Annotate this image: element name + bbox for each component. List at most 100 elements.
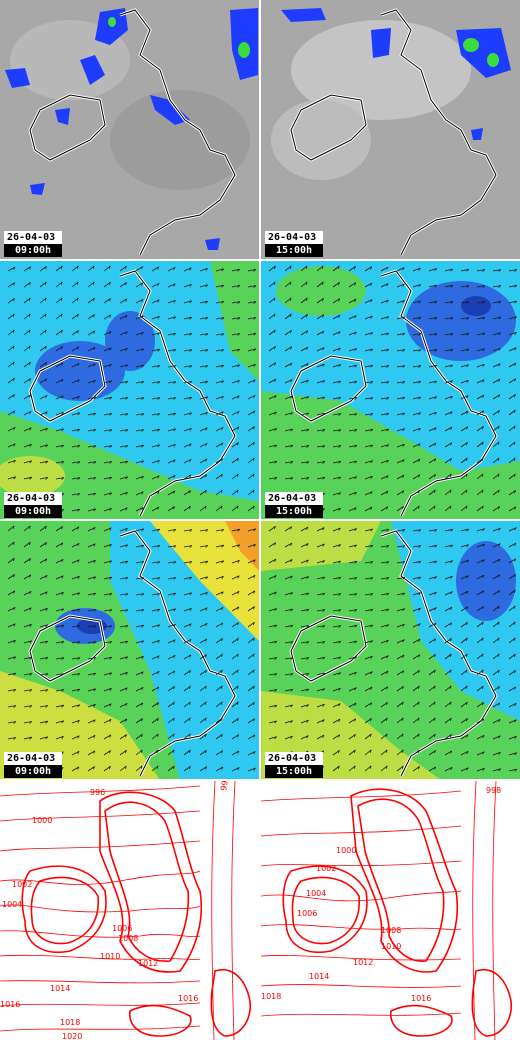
wind-arrow-icon — [300, 576, 309, 580]
isobar-label: 1018 — [261, 992, 281, 1001]
wind-arrow-icon — [508, 425, 516, 432]
wind-arrow-head — [157, 528, 161, 532]
wind-arrow-icon — [460, 606, 468, 612]
wind-arrow-head — [60, 281, 63, 285]
wind-arrow-head — [290, 412, 293, 416]
wind-arrow-icon — [23, 558, 31, 564]
wind-arrow-head — [514, 347, 517, 351]
wind-arrow-icon — [87, 592, 96, 596]
wind-arrow-icon — [39, 624, 48, 628]
timestamp: 26-04-03 09:00h — [4, 752, 62, 778]
wind-arrow-head — [93, 719, 96, 723]
wind-arrow-icon — [284, 412, 293, 416]
wind-arrow-icon — [7, 426, 16, 432]
wind-arrow-icon — [492, 347, 501, 352]
wind-arrow-head — [12, 377, 15, 382]
wind-arrow-head — [386, 490, 389, 494]
wind-arrow-head — [498, 285, 502, 288]
wind-arrow-head — [418, 381, 422, 384]
wind-arrow-head — [109, 641, 113, 644]
wind-arrow-icon — [508, 409, 516, 416]
wind-arrow-icon — [316, 543, 325, 548]
wind-arrow-head — [157, 593, 161, 596]
wind-arrow-head — [385, 765, 388, 769]
wind-arrow-head — [93, 576, 96, 580]
wind-arrow-head — [173, 381, 177, 384]
wind-arrow-icon — [428, 489, 436, 496]
wind-arrow-head — [125, 640, 129, 644]
wind-arrow-icon — [87, 281, 95, 288]
wind-arrow-icon — [23, 297, 31, 304]
wind-arrow-head — [274, 428, 277, 432]
wind-arrow-icon — [412, 349, 421, 352]
wind-arrow-head — [77, 445, 81, 448]
wind-arrow-icon — [332, 413, 341, 416]
wind-arrow-icon — [231, 606, 240, 612]
wind-arrow-icon — [55, 265, 63, 272]
wind-arrow-head — [76, 281, 79, 285]
wind-arrow-icon — [23, 607, 32, 612]
wind-arrow-icon — [23, 623, 32, 628]
wind-arrow-icon — [199, 560, 208, 564]
wind-arrow-icon — [199, 300, 208, 304]
wind-arrow-icon — [508, 621, 516, 628]
wind-arrow-icon — [23, 673, 32, 676]
wind-arrow-icon — [492, 394, 500, 400]
wind-arrow-head — [237, 622, 239, 626]
wind-arrow-head — [386, 639, 389, 643]
wind-arrow-icon — [183, 333, 192, 336]
wind-arrow-head — [93, 492, 97, 496]
wind-arrow-head — [465, 637, 468, 642]
wind-arrow-head — [290, 526, 293, 530]
wind-arrow-head — [237, 301, 241, 304]
wind-arrow-head — [497, 489, 500, 494]
wind-arrow-head — [237, 380, 240, 383]
wind-arrow-icon — [23, 460, 32, 464]
isobar-label: 1010 — [381, 942, 401, 951]
wind-arrow-head — [157, 444, 160, 448]
wind-map-svg — [261, 261, 520, 520]
wind-arrow-head — [109, 560, 112, 564]
wind-arrow-icon — [247, 457, 255, 464]
wind-arrow-head — [13, 410, 16, 414]
wind-arrow-head — [93, 429, 97, 432]
wind-arrow-head — [274, 591, 277, 595]
isobar-label: 1000 — [336, 846, 356, 855]
wind-arrow-icon — [55, 735, 64, 740]
wind-arrow-icon — [444, 364, 453, 368]
wind-arrow-icon — [135, 475, 144, 480]
wind-arrow-icon — [268, 313, 276, 320]
wind-arrow-icon — [428, 701, 436, 708]
wind-arrow-head — [29, 705, 33, 708]
wind-arrow-icon — [39, 640, 48, 644]
wind-arrow-icon — [55, 689, 64, 692]
wind-arrow-icon — [460, 268, 469, 272]
wind-arrow-icon — [103, 265, 111, 272]
wind-arrow-head — [498, 702, 501, 706]
wind-arrow-icon — [103, 363, 112, 368]
wind-arrow-icon — [476, 301, 485, 304]
wind-arrow-head — [141, 397, 145, 400]
wind-arrow-head — [338, 527, 341, 531]
wind-arrow-head — [370, 315, 373, 319]
wind-arrow-icon — [444, 395, 453, 400]
wind-arrow-head — [141, 476, 144, 479]
wind-arrow-head — [141, 656, 144, 659]
wind-arrow-icon — [231, 364, 240, 368]
wind-arrow-icon — [119, 413, 128, 416]
wind-arrow-icon — [332, 281, 340, 288]
wind-arrow-icon — [396, 505, 404, 512]
wind-arrow-icon — [284, 657, 293, 660]
wind-arrow-head — [204, 733, 207, 738]
wind-arrow-head — [205, 458, 208, 462]
wind-arrow-icon — [167, 561, 176, 564]
wind-arrow-icon — [284, 688, 293, 692]
wind-arrow-head — [433, 733, 436, 738]
wind-arrow-icon — [199, 380, 208, 384]
wind-arrow-icon — [23, 394, 32, 400]
wind-arrow-icon — [460, 379, 469, 384]
wind-arrow-icon — [103, 298, 111, 304]
wind-arrow-head — [236, 701, 239, 706]
wind-arrow-icon — [151, 593, 160, 596]
wind-arrow-icon — [460, 685, 468, 692]
